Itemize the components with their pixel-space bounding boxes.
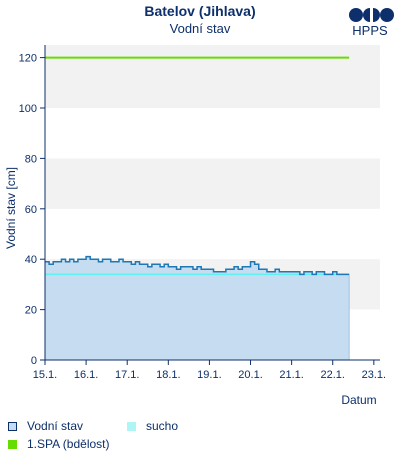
legend-item-vodni-stav: Vodní stav — [8, 419, 83, 433]
legend-label-sucho: sucho — [146, 419, 179, 433]
logo-circle-right — [380, 8, 394, 22]
series-vodni-stav-line — [45, 255, 350, 276]
water-level-area — [45, 256, 350, 360]
x-tick-label: 23.1. — [362, 369, 386, 381]
x-tick-label: 22.1. — [320, 369, 344, 381]
x-tick-label: 17.1. — [115, 369, 139, 381]
y-axis-label: Vodní stav [cm] — [4, 167, 18, 249]
y-tick-label: 40 — [25, 254, 37, 266]
hpps-logo: HPPS — [349, 8, 394, 38]
logo-text: HPPS — [352, 23, 388, 38]
legend-label-spa: 1.SPA (bdělost) — [27, 437, 110, 451]
y-tick-label: 0 — [31, 355, 37, 367]
x-tick-label: 18.1. — [156, 369, 180, 381]
y-tick-label: 80 — [25, 153, 37, 165]
logo-circle-left — [349, 8, 363, 22]
chart: Batelov (Jihlava) Vodní stav HPPS 0 20 40 6… — [4, 3, 394, 407]
y-tick-label: 120 — [19, 53, 37, 65]
y-ticks: 0 20 40 60 80 100 120 — [19, 53, 45, 367]
x-tick-label: 15.1. — [33, 369, 57, 381]
chart-subtitle: Vodní stav — [170, 21, 231, 36]
series-layer — [45, 56, 350, 360]
chart-title: Batelov (Jihlava) — [144, 3, 255, 19]
grid-band — [45, 158, 380, 209]
y-tick-label: 60 — [25, 204, 37, 216]
legend-swatch-vodni-stav — [8, 421, 17, 431]
x-tick-label: 16.1. — [74, 369, 98, 381]
x-axis-label: Datum — [341, 393, 376, 407]
y-tick-label: 20 — [25, 305, 37, 317]
grid-band — [45, 45, 380, 58]
x-tick-label: 21.1. — [279, 369, 303, 381]
logo-half-right — [373, 8, 380, 22]
legend-item-spa: 1.SPA (bdělost) — [8, 437, 110, 451]
x-ticks: 15.1. 16.1. 17.1. 18.1. 19.1. 20.1. 21.1. 22.1.… — [33, 360, 386, 381]
x-tick-label: 19.1. — [197, 369, 221, 381]
legend-label-vodni-stav: Vodní stav — [27, 419, 84, 433]
x-tick-label: 20.1. — [238, 369, 262, 381]
logo-half-left — [363, 8, 370, 22]
axes — [44, 45, 380, 361]
legend-swatch-sucho — [127, 421, 136, 431]
y-tick-label: 100 — [19, 103, 37, 115]
legend-item-sucho: sucho — [127, 419, 178, 433]
grid-band — [45, 57, 380, 108]
legend-swatch-spa — [8, 439, 17, 449]
